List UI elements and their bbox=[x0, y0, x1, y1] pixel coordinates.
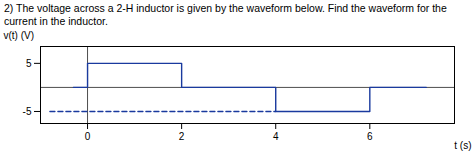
svg-text:-5: -5 bbox=[23, 106, 32, 117]
svg-text:0: 0 bbox=[85, 131, 91, 142]
svg-text:t (s): t (s) bbox=[454, 140, 471, 151]
svg-text:2: 2 bbox=[179, 131, 185, 142]
svg-text:4: 4 bbox=[273, 131, 279, 142]
svg-text:6: 6 bbox=[367, 131, 373, 142]
html-text:2) The voltage across a 2-H in: 2) The voltage across a 2-H inductor is … bbox=[4, 2, 447, 27]
svg-text:v(t) (V): v(t) (V) bbox=[4, 30, 35, 41]
svg-text:5: 5 bbox=[26, 58, 32, 69]
